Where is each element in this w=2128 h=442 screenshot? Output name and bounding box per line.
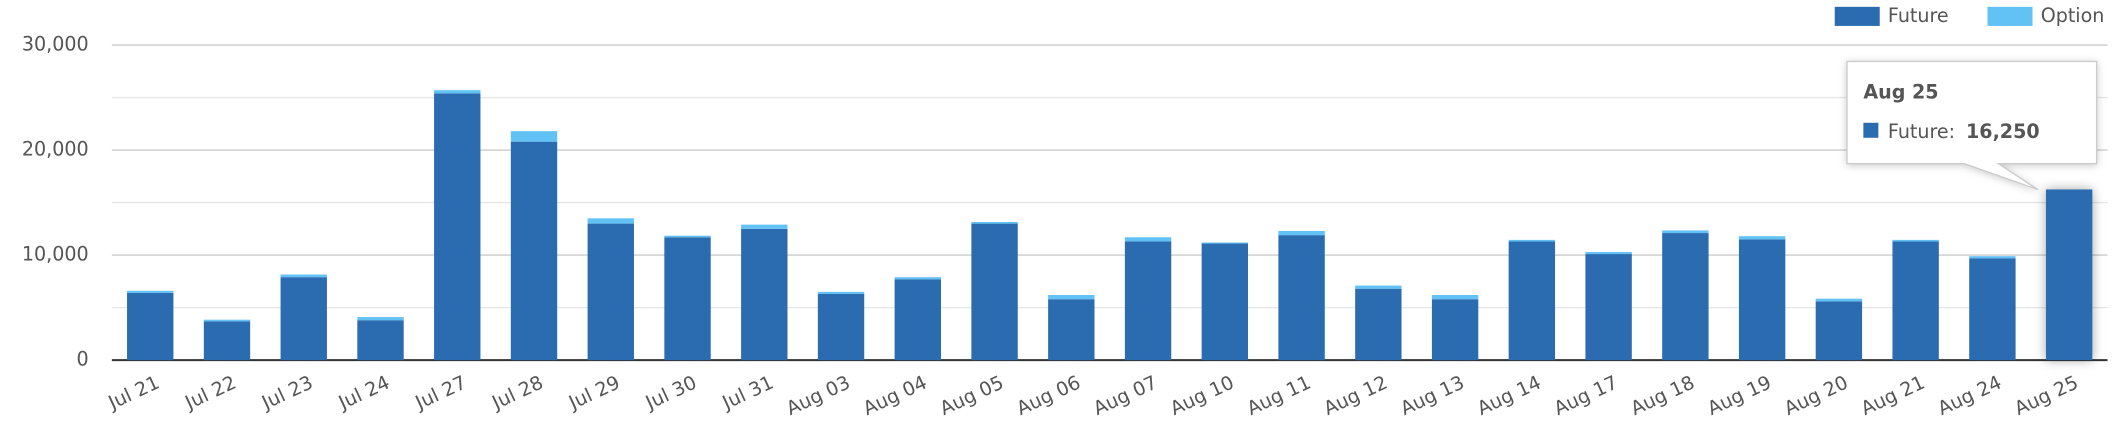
bar-segment [1278,235,1325,361]
bar-segment [1201,242,1249,244]
bar-segment [587,223,634,361]
bar-segment [1355,288,1402,361]
x-tick-label: Aug 03 [783,371,854,420]
legend-swatch [1834,6,1880,26]
bar-segment [1892,239,1939,242]
x-tick-label: Aug 17 [1550,371,1621,420]
bar-segment [1201,243,1249,361]
bar-segment [664,235,711,238]
x-tick-label: Jul 21 [104,371,163,415]
x-tick-label: Jul 28 [488,371,547,415]
bar-segment [1815,298,1863,302]
bar-segment [1124,241,1172,361]
bar-segment [1815,301,1863,361]
y-tick-label: 30,000 [22,33,89,56]
bar-segment [1431,299,1479,361]
bar-segment [664,237,711,361]
bar-segment [817,293,865,361]
x-tick-label: Jul 27 [411,371,470,415]
bar-segment [587,218,634,224]
bar-segment [357,320,404,361]
x-tick-label: Aug 10 [1166,371,1237,420]
x-tick-label: Jul 29 [564,371,623,415]
x-tick-label: Aug 04 [859,371,930,420]
tooltip-value: 16,250 [1966,120,2040,143]
bar-segment [203,319,251,322]
x-tick-label: Jul 22 [181,371,240,415]
bar-segment [817,291,865,294]
bar-segment [1278,230,1325,236]
bar-segment [280,274,327,278]
bar-segment [1508,241,1556,361]
bar-segment [1662,233,1709,361]
bar-segment [1508,239,1556,242]
x-tick-label: Aug 18 [1627,371,1698,420]
bar-segment [741,228,788,361]
y-tick-label: 20,000 [22,138,89,161]
bar-segment [1738,236,1786,240]
x-tick-label: Jul 30 [641,371,700,415]
bar-segment [127,290,174,293]
legend-label: Future [1888,4,1949,27]
bar-segment [894,279,941,361]
bar-segment [510,141,558,361]
bar-segment [434,90,481,94]
tooltip-label: Future: [1888,120,1955,143]
tooltip-swatch [1863,122,1879,138]
x-tick-label: Jul 24 [334,371,393,415]
bar-segment [280,277,327,361]
bar-segment [741,224,788,229]
x-tick-label: Aug 19 [1704,371,1775,420]
bar-segment [1969,258,2016,361]
legend-label: Option [2041,4,2105,27]
bar-segment [971,223,1018,361]
y-tick-label: 0 [77,348,89,371]
y-tick-label: 10,000 [22,243,89,266]
bar-segment [357,317,404,321]
x-tick-label: Aug 11 [1243,371,1314,420]
bar-segment [971,222,1018,224]
bar-segment [1124,237,1172,242]
bar-segment [1048,299,1095,361]
bar-segment [894,277,941,280]
tooltip-box [1846,60,2098,191]
x-tick-label: Aug 12 [1320,371,1391,420]
x-tick-label: Aug 13 [1397,371,1468,420]
bar-segment [1431,295,1479,300]
x-tick-label: Aug 25 [2011,371,2082,420]
x-tick-label: Aug 24 [1934,371,2005,420]
bar-segment [1738,239,1786,361]
x-tick-label: Aug 05 [936,371,1007,420]
x-tick-label: Aug 07 [1090,371,1161,420]
x-tick-label: Aug 21 [1857,371,1928,420]
bar-segment [510,131,558,142]
x-tick-label: Aug 06 [1013,371,1084,420]
bar-segment [1969,256,2016,259]
bar-segment [1662,230,1709,234]
bar-segment [1585,251,1632,255]
bar-segment [2045,189,2093,361]
bar-segment [1355,285,1402,289]
legend-swatch [1987,6,2033,26]
x-tick-label: Aug 20 [1781,371,1852,420]
x-tick-label: Jul 31 [718,371,777,415]
bar-segment [434,93,481,361]
bar-segment [1585,254,1632,361]
bar-segment [127,292,174,361]
bar-segment [1892,241,1939,361]
tooltip-title: Aug 25 [1863,80,1938,103]
x-tick-label: Jul 23 [257,371,316,415]
x-tick-label: Aug 14 [1474,371,1545,420]
bar-segment [203,321,251,361]
bar-segment [1048,295,1095,300]
